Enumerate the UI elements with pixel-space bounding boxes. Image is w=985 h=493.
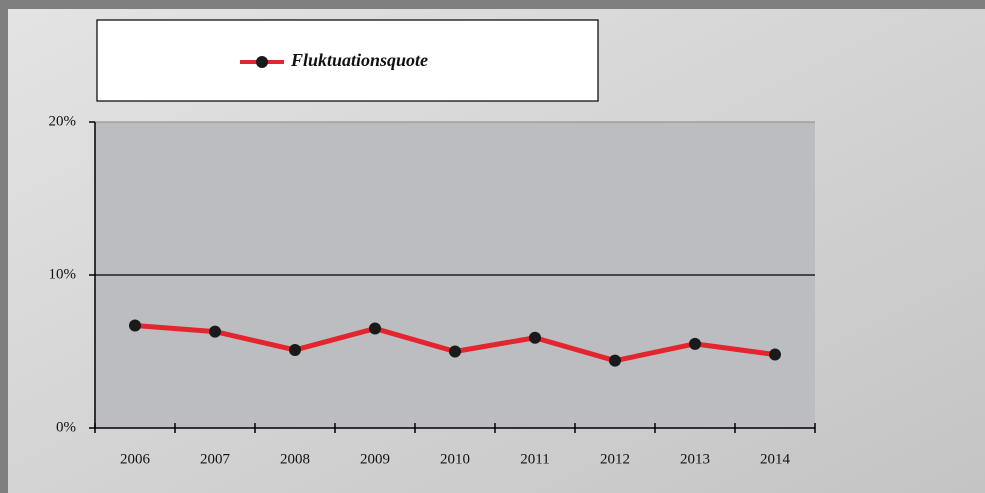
y-tick-label: 10%	[49, 266, 77, 282]
data-point	[129, 319, 141, 332]
data-point	[369, 322, 381, 335]
legend-label: Fluktuationsquote	[290, 50, 428, 70]
x-tick-label: 2010	[440, 451, 470, 467]
frame-left	[0, 0, 8, 493]
data-point	[449, 345, 461, 358]
x-tick-label: 2013	[680, 451, 710, 467]
x-tick-label: 2011	[520, 451, 549, 467]
legend	[96, 19, 599, 102]
data-point	[609, 354, 621, 367]
data-point	[529, 331, 541, 344]
legend-marker	[256, 56, 268, 68]
x-tick-label: 2008	[280, 451, 310, 467]
y-tick-label: 20%	[49, 113, 77, 129]
data-point	[289, 343, 301, 356]
y-tick-label: 0%	[56, 419, 76, 435]
x-tick-label: 2012	[600, 451, 630, 467]
x-tick-label: 2014	[760, 451, 791, 467]
x-tick-label: 2006	[120, 451, 151, 467]
data-point	[209, 325, 221, 338]
x-tick-label: 2009	[360, 451, 390, 467]
data-point	[769, 348, 781, 361]
frame-top	[0, 0, 985, 9]
x-tick-label: 2007	[200, 451, 231, 467]
data-point	[689, 337, 701, 350]
